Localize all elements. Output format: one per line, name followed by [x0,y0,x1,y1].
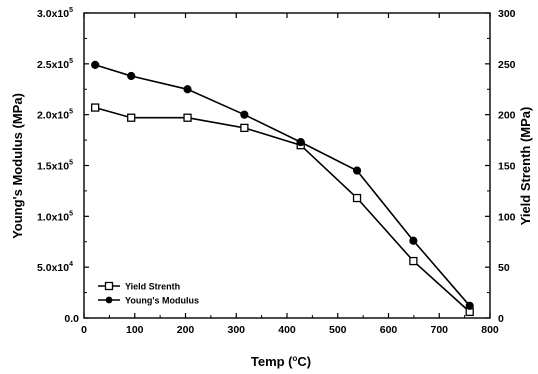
series-line-1 [94,64,471,307]
y-left-tick-exponent: 5 [69,58,73,65]
y-axis-label-left: Young's Modulus (MPa) [10,93,25,239]
data-point-youngs-modulus [465,301,474,310]
y-right-tick-label: 250 [498,59,516,71]
y-left-tick-label: 5.0x104 [37,261,73,274]
y-left-tick-label: 1.5x105 [37,160,73,173]
y-right-tick-label: 150 [498,161,516,173]
axes [83,12,491,319]
data-point-yield-strength [240,123,249,133]
y-right-tick-label: 200 [498,110,516,122]
data-point-youngs-modulus [409,236,418,245]
legend-marker-square [104,281,114,291]
y-left-tick-label: 2.5x105 [37,58,73,71]
y-left-tick-label: 0.0 [64,313,79,325]
x-tick-label: 800 [481,324,499,336]
plot-frame [83,12,491,319]
data-point-yield-strength [183,113,192,122]
data-point-youngs-modulus [91,60,100,69]
y-left-tick-mantissa: 5.0x10 [37,262,69,274]
y-left-tick-exponent: 5 [69,160,73,167]
legend-label: Young's Modulus [125,296,199,306]
ticks: 0 100 200 300 400 500 600 700 8000.05.0x1041.0x1… [37,7,516,336]
x-axis-label: Temp (oC) [251,354,311,369]
y-left-tick-label: 3.0x105 [37,7,73,20]
y-left-tick-mantissa: 1.5x10 [37,161,69,173]
x-tick-label: 0 [81,324,87,336]
y-left-tick-exponent: 5 [69,109,73,116]
data-point-yield-strength [91,103,100,112]
y-left-tick-mantissa: 3.0x10 [37,8,69,20]
x-axis-label-unit: C) [297,354,311,369]
y-left-tick-mantissa: 2.0x10 [37,110,69,122]
x-tick-label: 300 [227,324,245,336]
y-left-tick-label: 1.0x105 [37,210,73,223]
y-left-tick-mantissa: 0.0 [64,313,79,325]
y-right-tick-label: 300 [498,8,516,20]
y-left-tick-label: 2.0x105 [37,109,73,122]
data-point-yield-strength [409,256,418,266]
series [91,60,474,317]
y-left-tick-mantissa: 1.0x10 [37,211,69,223]
y-left-tick-exponent: 5 [69,210,73,217]
y-axis-label-right: Yield Strenth (MPa) [518,107,533,226]
data-point-yield-strength [352,193,362,203]
series-line-0 [94,106,471,313]
legend-label: Yield Strenth [125,282,180,292]
data-point-youngs-modulus [240,110,249,119]
y-left-tick-mantissa: 2.5x10 [37,59,69,71]
x-tick-label: 200 [177,324,195,336]
y-right-tick-label: 0 [498,313,504,325]
y-right-tick-label: 100 [498,211,516,223]
data-point-yield-strength [127,113,136,122]
x-tick-label: 400 [278,324,296,336]
legend-marker-circle [105,296,113,304]
x-tick-label: 700 [430,324,448,336]
legend: Yield Strenth Young's Modulus [98,282,199,306]
y-right-tick-label: 50 [498,262,510,274]
x-axis-label-degree: o [293,354,298,363]
x-tick-label: 600 [380,324,398,336]
data-point-youngs-modulus [352,166,362,175]
x-tick-label: 500 [329,324,347,336]
data-point-youngs-modulus [127,71,136,81]
y-left-tick-exponent: 5 [69,7,73,14]
data-point-youngs-modulus [296,138,305,147]
y-left-tick-exponent: 4 [69,261,73,268]
data-point-youngs-modulus [183,85,192,94]
x-tick-label: 100 [126,324,144,336]
x-axis-label-main: Temp ( [251,354,293,369]
